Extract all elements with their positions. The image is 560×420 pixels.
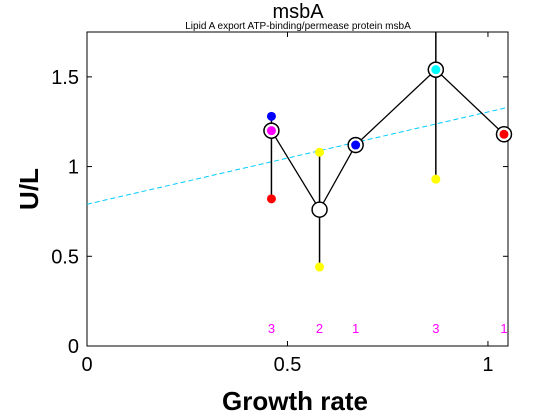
replicate-point <box>499 129 509 139</box>
mean-ring <box>495 126 513 143</box>
plot-frame <box>86 31 509 347</box>
count-label: 1 <box>352 321 359 336</box>
x-tick-label: 0.5 <box>274 354 302 376</box>
y-tick-label: 1 <box>68 157 79 179</box>
mean-line <box>270 68 505 211</box>
mean-ring <box>347 136 364 154</box>
x-tick-label: 1 <box>482 354 493 376</box>
count-label: 3 <box>432 321 439 336</box>
replicate-point <box>351 140 361 150</box>
replicate-point <box>315 147 325 157</box>
replicate-point <box>266 194 276 204</box>
y-tick-label: 0.5 <box>51 246 79 268</box>
x-axis-label: Growth rate <box>222 386 368 416</box>
count-label: 2 <box>316 321 323 336</box>
y-tick-label: 0 <box>68 336 79 358</box>
replicate-point <box>431 174 441 184</box>
replicate-point <box>315 262 325 272</box>
chart-title: msbA <box>272 1 324 23</box>
mean-ring <box>263 122 280 139</box>
replicate-point <box>431 65 441 75</box>
fit-line <box>87 106 508 205</box>
replicate-point <box>266 111 276 121</box>
count-label: 3 <box>268 321 275 336</box>
plot-area: 0 0.5 1 0 0.5 1 1.5 3 2 1 3 1 <box>51 31 513 376</box>
y-tick-label: 1.5 <box>51 67 79 89</box>
mean-ring <box>427 61 444 78</box>
count-label: 1 <box>500 321 507 336</box>
mean-ring <box>311 201 328 218</box>
y-axis-label: U/L <box>14 168 44 210</box>
chart-subtitle: Lipid A export ATP-binding/permease prot… <box>185 21 411 32</box>
replicate-point <box>266 126 276 136</box>
x-tick-label: 0 <box>81 354 92 376</box>
